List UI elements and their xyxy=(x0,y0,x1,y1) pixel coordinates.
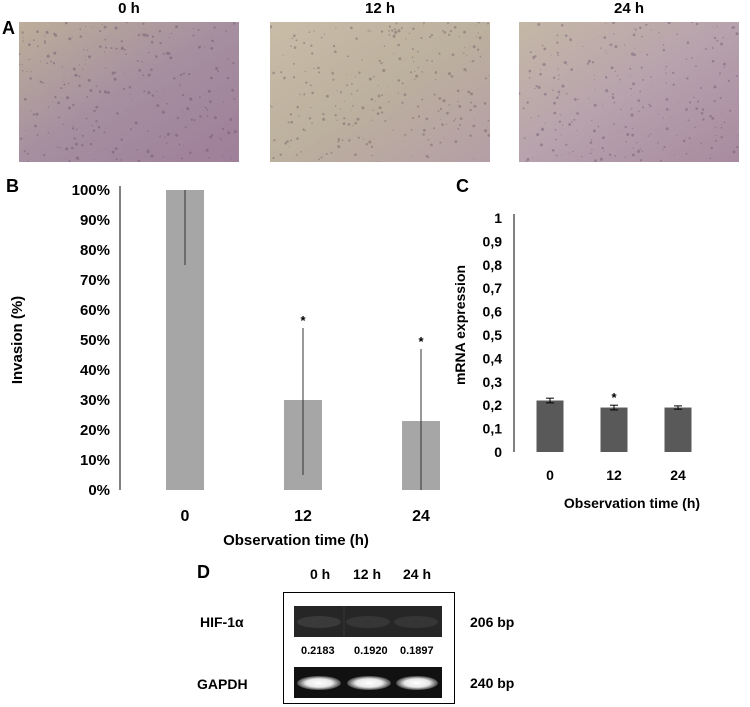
micrograph-0h xyxy=(19,22,239,162)
y-tick-label: 0,2 xyxy=(483,397,503,413)
x-tick-label: 12 xyxy=(294,508,312,525)
y-axis-title: Invasion (%) xyxy=(9,296,26,384)
y-tick-label: 70% xyxy=(80,272,110,289)
significance-marker: * xyxy=(418,334,424,349)
significance-marker: * xyxy=(611,390,617,405)
y-tick-label: 0,9 xyxy=(483,233,503,249)
y-tick-label: 90% xyxy=(80,212,110,229)
panel-letter-c: C xyxy=(456,176,469,196)
photo-title-24h: 24 h xyxy=(613,0,644,17)
y-tick-label: 0,1 xyxy=(483,421,503,437)
y-tick-label: 0,7 xyxy=(483,280,503,296)
bar xyxy=(664,407,692,452)
y-tick-label: 0,4 xyxy=(483,350,503,366)
y-tick-label: 0,5 xyxy=(483,327,503,343)
y-tick-label: 0,6 xyxy=(483,304,503,320)
chart-mrna-expression: 0 0,1 0,2 0,3 0,4 0,5 0,6 0,7 0,8 0,9 1 0 * 12 24 Obser… xyxy=(452,210,700,511)
micrograph-24h xyxy=(519,22,739,162)
x-tick-label: 12 xyxy=(606,467,622,483)
y-tick-label: 20% xyxy=(80,422,110,439)
x-tick-label: 24 xyxy=(412,508,430,525)
photo-title-0h: 0 h xyxy=(118,0,140,17)
y-tick-label: 0,3 xyxy=(483,374,503,390)
y-tick-label: 100% xyxy=(72,182,110,199)
panel-letter-b: B xyxy=(6,176,19,196)
density-value-0h: 0.2183 xyxy=(301,645,335,657)
y-tick-label: 0 xyxy=(494,444,502,460)
photo-title-12h: 12 h xyxy=(364,0,395,17)
row-label-hif: HIF-1α xyxy=(200,614,244,630)
y-tick-label: 80% xyxy=(80,242,110,259)
lane-label-24h: 24 h xyxy=(403,566,432,582)
density-value-12h: 0.1920 xyxy=(354,645,388,657)
y-tick-label: 60% xyxy=(80,302,110,319)
x-tick-label: 24 xyxy=(670,467,686,483)
x-tick-label: 0 xyxy=(546,467,554,483)
y-tick-label: 30% xyxy=(80,392,110,409)
y-axis-title: mRNA expression xyxy=(452,265,468,385)
panel-letter-d: D xyxy=(197,562,210,582)
y-tick-label: 1 xyxy=(494,210,502,226)
lane-label-0h: 0 h xyxy=(310,566,331,582)
size-label-hif: 206 bp xyxy=(470,614,515,630)
y-tick-label: 10% xyxy=(80,452,110,469)
y-tick-label: 50% xyxy=(80,332,110,349)
x-tick-label: 0 xyxy=(181,508,190,525)
y-tick-label: 0% xyxy=(88,482,110,499)
micrograph-12h xyxy=(270,22,490,162)
size-label-gapdh: 240 bp xyxy=(470,675,515,691)
gel-band-hif xyxy=(294,606,442,637)
x-axis-title: Observation time (h) xyxy=(223,532,369,549)
lane-label-12h: 12 h xyxy=(353,566,382,582)
row-label-gapdh: GAPDH xyxy=(197,676,248,692)
gel-band-gapdh xyxy=(294,667,442,698)
density-value-24h: 0.1897 xyxy=(400,645,434,657)
y-tick-label: 0,8 xyxy=(483,257,503,273)
bar xyxy=(600,407,628,452)
bar xyxy=(536,400,564,452)
significance-marker: * xyxy=(300,313,306,328)
panel-letter-a: A xyxy=(2,18,15,38)
chart-invasion: 0% 10% 20% 30% 40% 50% 60% 70% 80% 90% 100% 0 * 12 * 24… xyxy=(9,182,440,549)
y-tick-label: 40% xyxy=(80,362,110,379)
x-axis-title: Observation time (h) xyxy=(564,495,700,511)
